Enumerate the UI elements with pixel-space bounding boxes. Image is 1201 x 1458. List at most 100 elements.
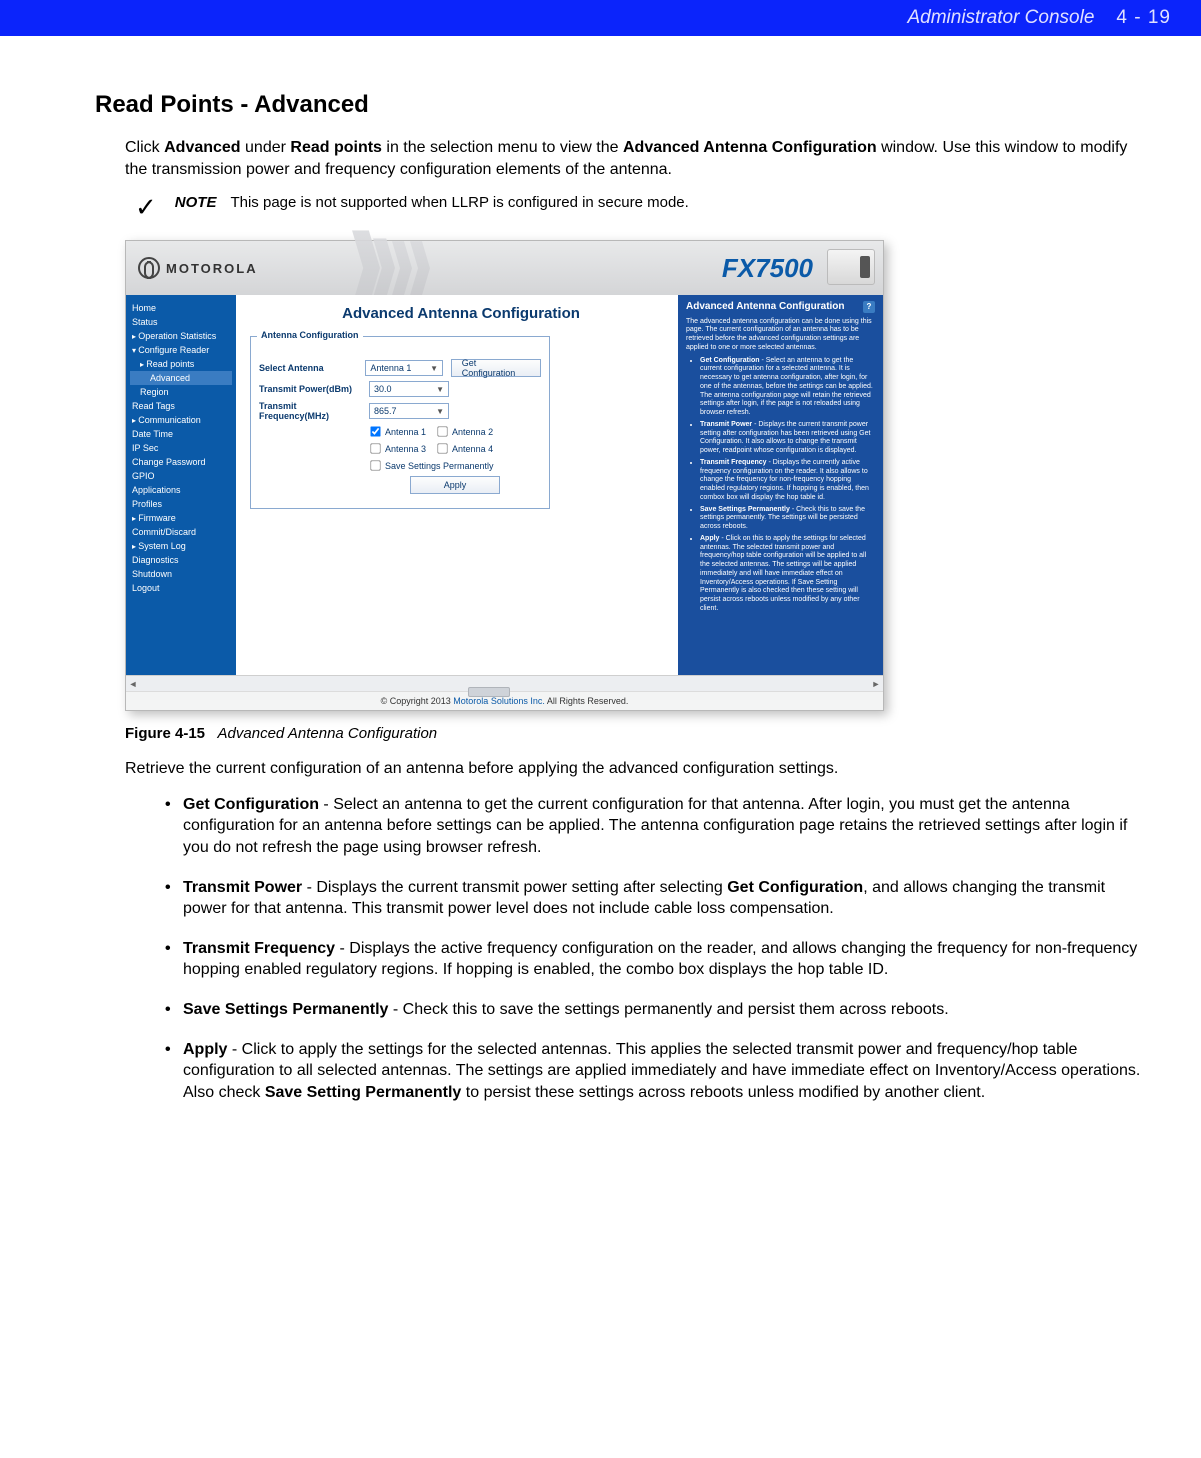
nav-readtags[interactable]: Read Tags — [130, 399, 232, 413]
select-antenna-label: Select Antenna — [259, 363, 365, 373]
intro-bold: Advanced Antenna Configuration — [623, 139, 877, 156]
bullet-text: - Displays the current transmit power se… — [302, 879, 727, 896]
help-item-b: Save Settings Permanently — [700, 506, 790, 513]
nav-status[interactable]: Status — [130, 315, 232, 329]
antenna-config-box: Antenna Configuration Select Antenna Ant… — [250, 336, 550, 509]
nav-region[interactable]: Region — [130, 385, 232, 399]
help-item: Transmit Frequency - Displays the curren… — [700, 459, 875, 503]
device-image — [827, 249, 875, 285]
logo: MOTOROLA — [138, 257, 258, 279]
help-icon[interactable]: ? — [863, 301, 875, 313]
header-page: 4 - 19 — [1116, 7, 1171, 29]
scroll-left-icon[interactable]: ◄ — [126, 679, 140, 689]
note-block: ✓ NOTE This page is not supported when L… — [135, 194, 1146, 220]
help-item: Apply - Click on this to apply the setti… — [700, 535, 875, 614]
antenna1-label: Antenna 1 — [385, 427, 426, 437]
nav-apps[interactable]: Applications — [130, 483, 232, 497]
transmit-freq-label: Transmit Frequency(MHz) — [259, 401, 369, 421]
bullet-bold: Save Setting Permanently — [265, 1084, 462, 1101]
save-perm-check-input[interactable] — [370, 460, 380, 470]
bullet-bold: Apply — [183, 1041, 227, 1058]
nav-diag[interactable]: Diagnostics — [130, 553, 232, 567]
bullet-text: to persist these settings across reboots… — [461, 1084, 985, 1101]
nav-chpwd[interactable]: Change Password — [130, 455, 232, 469]
select-antenna-value: Antenna 1 — [370, 363, 411, 373]
caption-text: Advanced Antenna Configuration — [218, 725, 438, 742]
fig-header: MOTOROLA FX7500 — [126, 241, 883, 295]
help-item-b: Apply — [700, 535, 719, 542]
help-item-t: - Select an antenna to get the current c… — [700, 357, 873, 417]
nav-advanced[interactable]: Advanced — [130, 371, 232, 385]
nav-comm[interactable]: Communication — [130, 413, 232, 427]
transmit-power-dropdown[interactable]: 30.0 ▼ — [369, 381, 449, 397]
page-content: Read Points - Advanced Click Advanced un… — [0, 36, 1201, 1161]
nav-configure[interactable]: Configure Reader — [130, 343, 232, 357]
intro-text: under — [241, 139, 291, 156]
bullet-item: Transmit Frequency - Displays the active… — [165, 938, 1146, 981]
horizontal-scrollbar[interactable]: ◄ ► — [126, 675, 883, 691]
checkmark-icon: ✓ — [135, 194, 157, 220]
save-perm-label: Save Settings Permanently — [385, 461, 494, 471]
antenna1-checkbox[interactable]: Antenna 1 — [369, 425, 426, 438]
nav-readpoints[interactable]: Read points — [130, 357, 232, 371]
section-heading: Read Points - Advanced — [95, 91, 1146, 119]
save-permanently-checkbox[interactable]: Save Settings Permanently — [369, 459, 494, 472]
copyright-pre: © Copyright 2013 — [381, 696, 454, 706]
intro-text: Click — [125, 139, 164, 156]
copyright-link[interactable]: Motorola Solutions Inc. — [453, 696, 545, 706]
antenna1-check-input[interactable] — [370, 426, 380, 436]
get-configuration-button[interactable]: Get Configuration — [451, 359, 541, 377]
page-header: Administrator Console 4 - 19 — [0, 0, 1201, 36]
nav-profiles[interactable]: Profiles — [130, 497, 232, 511]
help-item: Get Configuration - Select an antenna to… — [700, 357, 875, 418]
bullet-text: - Check this to save the settings perman… — [388, 1001, 948, 1018]
bullet-item: Save Settings Permanently - Check this t… — [165, 999, 1146, 1021]
nav-opstats[interactable]: Operation Statistics — [130, 329, 232, 343]
transmit-power-value: 30.0 — [374, 384, 392, 394]
product-name: FX7500 — [722, 253, 813, 284]
antenna4-checkbox[interactable]: Antenna 4 — [436, 442, 493, 455]
antenna3-label: Antenna 3 — [385, 444, 426, 454]
intro-bold: Advanced — [164, 139, 240, 156]
caption-label: Figure 4-15 — [125, 725, 205, 742]
antenna4-check-input[interactable] — [437, 443, 447, 453]
chevron-down-icon: ▼ — [436, 385, 444, 394]
antenna2-check-input[interactable] — [437, 426, 447, 436]
fig-sidebar: Home Status Operation Statistics Configu… — [126, 295, 236, 675]
help-item-b: Transmit Frequency — [700, 459, 767, 466]
nav-firmware[interactable]: Firmware — [130, 511, 232, 525]
help-item: Save Settings Permanently - Check this t… — [700, 506, 875, 532]
help-item-b: Get Configuration — [700, 357, 760, 364]
nav-datetime[interactable]: Date Time — [130, 427, 232, 441]
help-title: Advanced Antenna Configuration? — [686, 301, 875, 314]
antenna4-label: Antenna 4 — [452, 444, 493, 454]
scroll-right-icon[interactable]: ► — [869, 679, 883, 689]
select-antenna-dropdown[interactable]: Antenna 1▼ — [365, 360, 443, 376]
antenna3-checkbox[interactable]: Antenna 3 — [369, 442, 426, 455]
apply-button[interactable]: Apply — [410, 476, 500, 494]
nav-gpio[interactable]: GPIO — [130, 469, 232, 483]
transmit-freq-dropdown[interactable]: 865.7▼ — [369, 403, 449, 419]
nav-syslog[interactable]: System Log — [130, 539, 232, 553]
nav-home[interactable]: Home — [130, 301, 232, 315]
help-list: Get Configuration - Select an antenna to… — [686, 357, 875, 614]
transmit-power-label: Transmit Power(dBm) — [259, 384, 369, 394]
nav-ipsec[interactable]: IP Sec — [130, 441, 232, 455]
nav-commit[interactable]: Commit/Discard — [130, 525, 232, 539]
note-label: NOTE — [175, 194, 217, 211]
antenna3-check-input[interactable] — [370, 443, 380, 453]
nav-shutdown[interactable]: Shutdown — [130, 567, 232, 581]
logo-text: MOTOROLA — [166, 261, 258, 276]
help-intro: The advanced antenna configuration can b… — [686, 318, 875, 353]
cfg-legend: Antenna Configuration — [257, 330, 363, 340]
antenna2-checkbox[interactable]: Antenna 2 — [436, 425, 493, 438]
help-item-b: Transmit Power — [700, 421, 752, 428]
bullet-bold: Get Configuration — [727, 879, 863, 896]
intro-text: in the selection menu to view the — [382, 139, 623, 156]
help-item: Transmit Power - Displays the current tr… — [700, 421, 875, 456]
nav-logout[interactable]: Logout — [130, 581, 232, 595]
intro-bold: Read points — [290, 139, 382, 156]
help-panel: Advanced Antenna Configuration? The adva… — [678, 295, 883, 675]
transmit-freq-value: 865.7 — [374, 406, 397, 416]
help-title-text: Advanced Antenna Configuration — [686, 301, 845, 314]
